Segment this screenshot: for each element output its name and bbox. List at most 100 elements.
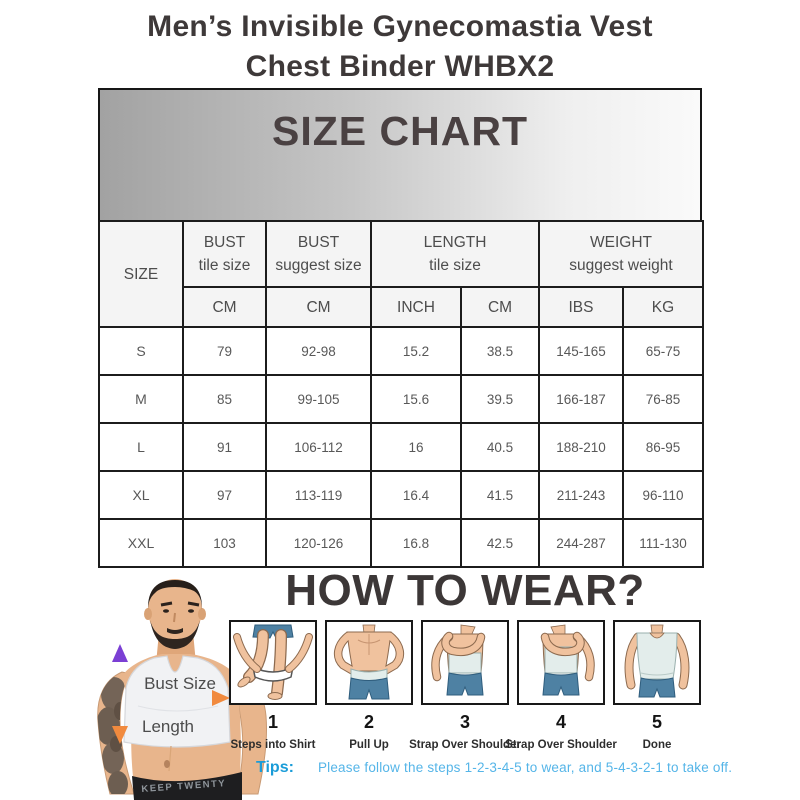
step-1-number: 1: [267, 712, 278, 732]
header-bust-suggest-line1: BUST: [297, 234, 340, 251]
cell-bust-suggest: 99-105: [265, 374, 372, 424]
cell-weight-kg: 65-75: [622, 326, 704, 376]
size-chart-section: SIZE CHART SIZE BUST tile size BUST sugg…: [98, 88, 704, 568]
cell-weight-kg: 76-85: [622, 374, 704, 424]
step-4: 4 Strap Over Shoulder: [505, 620, 617, 751]
model-ear-right: [198, 608, 206, 620]
step-3: 3 Strap Over Shoulder: [409, 620, 521, 751]
size-chart-table-body: S 79 92-98 15.2 38.5 145-165 65-75 M 85 …: [98, 326, 704, 568]
tips-label: Tips:: [256, 759, 294, 776]
cell-length-cm: 39.5: [460, 374, 540, 424]
model-face: [148, 579, 202, 641]
cell-size: XL: [98, 470, 184, 520]
size-row-m: M 85 99-105 15.6 39.5 166-187 76-85: [98, 374, 704, 424]
step-into-shirt-icon: [233, 624, 313, 700]
header-weight-line1: WEIGHT: [590, 234, 652, 251]
header-row-units: CM CM INCH CM IBS KG: [99, 286, 704, 328]
header-bust-tile-line1: BUST: [203, 234, 246, 251]
cell-length-cm: 42.5: [460, 518, 540, 568]
size-row-xxl: XXL 103 120-126 16.8 42.5 244-287 111-13…: [98, 518, 704, 568]
cell-weight-ibs: 188-210: [538, 422, 624, 472]
step-5-number: 5: [651, 712, 662, 732]
step-3-box: [421, 620, 509, 705]
size-row-xl: XL 97 113-119 16.4 41.5 211-243 96-110: [98, 470, 704, 520]
cell-weight-kg: 86-95: [622, 422, 704, 472]
unit-weight-ibs: IBS: [538, 286, 624, 328]
cell-length-inch: 16.4: [370, 470, 462, 520]
cell-length-inch: 16: [370, 422, 462, 472]
cell-length-cm: 40.5: [460, 422, 540, 472]
vest-fold-line: [137, 705, 219, 712]
header-length: LENGTH tile size: [370, 220, 540, 288]
cell-size: XXL: [98, 518, 184, 568]
cell-weight-ibs: 244-287: [538, 518, 624, 568]
navel: [164, 760, 170, 768]
cell-bust-tile: 97: [182, 470, 267, 520]
header-bust-tile: BUST tile size: [182, 220, 267, 288]
model-measure-illustration: KEEP TWENTY Bust Size Length: [97, 579, 267, 800]
step-3-number: 3: [459, 712, 470, 732]
model-briefs: [132, 772, 242, 800]
size-chart-table: SIZE BUST tile size BUST suggest size LE…: [98, 220, 704, 568]
cell-bust-tile: 103: [182, 518, 267, 568]
step-4-label: Strap Over Shoulder: [505, 739, 617, 751]
cell-size: L: [98, 422, 184, 472]
header-bust-suggest-line2: suggest size: [275, 257, 362, 274]
step-1: 1 Steps into Shirt: [228, 620, 318, 751]
cell-bust-suggest: 120-126: [265, 518, 372, 568]
size-chart-table-header: SIZE BUST tile size BUST suggest size LE…: [98, 220, 704, 328]
model-hair: [147, 580, 203, 610]
cell-bust-tile: 79: [182, 326, 267, 376]
how-to-wear-title: HOW TO WEAR?: [285, 566, 645, 615]
model-beard: [150, 620, 200, 649]
header-bust-tile-line2: tile size: [198, 257, 251, 274]
step-5-label: Done: [642, 739, 672, 751]
cell-size: M: [98, 374, 184, 424]
pull-up-icon: [333, 624, 405, 699]
size-chart-title: SIZE CHART: [272, 108, 528, 154]
title-line-1: Men’s Invisible Gynecomastia Vest: [147, 10, 653, 43]
cell-bust-tile: 85: [182, 374, 267, 424]
unit-bust-tile: CM: [182, 286, 267, 328]
step-5-box: [613, 620, 701, 705]
model-eye-right: [188, 609, 194, 613]
cell-bust-suggest: 113-119: [265, 470, 372, 520]
cell-bust-suggest: 92-98: [265, 326, 372, 376]
header-row-groups: SIZE BUST tile size BUST suggest size LE…: [98, 220, 704, 328]
cell-length-inch: 15.2: [370, 326, 462, 376]
model-ear-left: [144, 608, 152, 620]
cell-bust-suggest: 106-112: [265, 422, 372, 472]
length-arrow: [112, 644, 128, 744]
cell-bust-tile: 91: [182, 422, 267, 472]
page-title: Men’s Invisible Gynecomastia Vest Chest …: [0, 7, 800, 87]
step-2-label: Pull Up: [349, 739, 389, 751]
bust-size-label: Bust Size: [144, 674, 216, 693]
length-label: Length: [142, 717, 194, 736]
size-row-s: S 79 92-98 15.2 38.5 145-165 65-75: [98, 326, 704, 376]
model-nose: [173, 612, 176, 623]
header-weight: WEIGHT suggest weight: [538, 220, 704, 288]
cell-length-cm: 41.5: [460, 470, 540, 520]
cell-weight-ibs: 166-187: [538, 374, 624, 424]
header-length-line1: LENGTH: [423, 234, 487, 251]
size-row-l: L 91 106-112 16 40.5 188-210 86-95: [98, 422, 704, 472]
done-icon: [624, 624, 690, 697]
step-2: 2 Pull Up: [324, 620, 414, 751]
header-length-line2: tile size: [429, 257, 481, 274]
strap-over-shoulder-right-icon: [540, 624, 595, 695]
bust-arrow: [122, 690, 230, 706]
cell-length-cm: 38.5: [460, 326, 540, 376]
model-brows: [160, 601, 200, 607]
step-3-label: Strap Over Shoulder: [409, 739, 521, 751]
model-vest: [123, 655, 231, 748]
unit-length-cm: CM: [460, 286, 540, 328]
step-4-number: 4: [555, 712, 566, 732]
cell-weight-ibs: 211-243: [538, 470, 624, 520]
model-eye-left: [163, 609, 169, 613]
cell-weight-kg: 111-130: [622, 518, 704, 568]
unit-weight-kg: KG: [622, 286, 704, 328]
tips-text: Please follow the steps 1-2-3-4-5 to wea…: [317, 760, 733, 775]
step-4-box: [517, 620, 605, 705]
title-line-2: Chest Binder WHBX2: [245, 50, 555, 83]
